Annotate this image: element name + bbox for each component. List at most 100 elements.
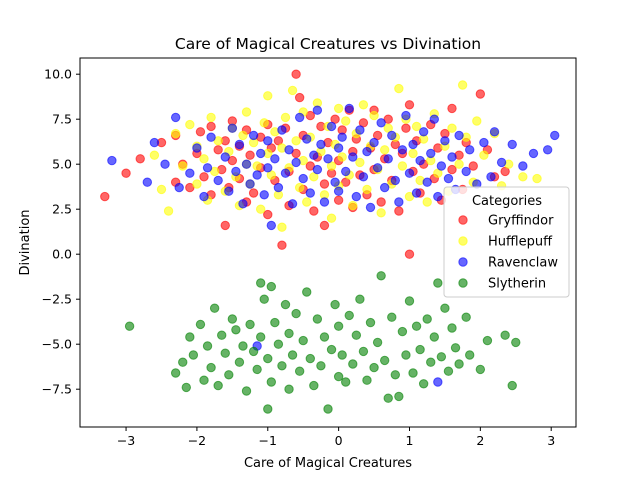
point-slytherin-11 [213, 380, 223, 391]
point-slytherin-35 [284, 384, 294, 394]
point-hufflepuff-33 [280, 112, 291, 123]
point-hufflepuff-69 [397, 161, 408, 171]
point-slytherin-1 [170, 368, 181, 378]
point-ravenclaw-66 [401, 110, 411, 121]
point-hufflepuff-3 [170, 128, 181, 139]
y-tick-label: 2.5 [52, 202, 72, 217]
y-tick-label: −5.0 [42, 337, 72, 352]
point-hufflepuff-24 [255, 204, 266, 214]
point-slytherin-53 [344, 310, 354, 321]
point-slytherin-58 [362, 375, 372, 385]
point-gryffindor-25 [248, 188, 259, 198]
point-slytherin-87 [475, 364, 486, 375]
point-ravenclaw-9 [202, 163, 213, 173]
point-gryffindor-37 [291, 69, 301, 79]
point-ravenclaw-48 [337, 132, 347, 142]
point-ravenclaw-40 [312, 164, 323, 175]
point-hufflepuff-35 [287, 85, 298, 96]
point-slytherin-73 [415, 344, 425, 355]
point-slytherin-40 [302, 287, 312, 297]
point-slytherin-44 [316, 361, 326, 371]
point-ravenclaw-7 [192, 143, 202, 153]
point-gryffindor-39 [294, 92, 305, 103]
y-tick-label: 7.5 [52, 112, 72, 127]
point-slytherin-52 [341, 377, 351, 387]
point-slytherin-67 [394, 391, 404, 402]
point-ravenclaw-20 [248, 130, 259, 141]
point-ravenclaw-62 [387, 130, 397, 141]
point-slytherin-20 [245, 319, 255, 330]
point-gryffindor-44 [309, 206, 319, 216]
point-ravenclaw-57 [369, 137, 379, 148]
point-gryffindor-33 [277, 240, 287, 250]
x-axis-label: Care of Magical Creatures [244, 456, 412, 471]
point-ravenclaw-13 [224, 186, 234, 196]
point-gryffindor-67 [376, 197, 386, 207]
point-ravenclaw-65 [397, 145, 408, 155]
y-tick-label: 5.0 [52, 157, 72, 172]
point-ravenclaw-68 [408, 139, 418, 150]
point-slytherin-38 [294, 366, 305, 376]
point-ravenclaw-35 [298, 173, 308, 184]
point-hufflepuff-82 [447, 123, 457, 133]
legend-label-slytherin: Slytherin [488, 277, 546, 292]
point-ravenclaw-29 [277, 125, 287, 135]
point-ravenclaw-75 [433, 191, 443, 202]
point-slytherin-79 [436, 352, 447, 362]
point-slytherin-36 [287, 350, 298, 360]
point-hufflepuff-23 [252, 161, 262, 171]
point-slytherin-25 [259, 294, 269, 304]
point-ravenclaw-31 [284, 145, 294, 155]
point-ravenclaw-63 [390, 175, 401, 186]
point-slytherin-32 [277, 361, 287, 371]
point-ravenclaw-49 [341, 166, 351, 177]
point-ravenclaw-12 [220, 152, 230, 162]
point-ravenclaw-24 [263, 136, 273, 146]
point-hufflepuff-37 [294, 182, 305, 193]
point-slytherin-49 [333, 371, 344, 382]
axes-frame [79, 57, 577, 428]
point-ravenclaw-2 [149, 137, 160, 148]
point-hufflepuff-50 [333, 103, 344, 114]
point-ravenclaw-83 [465, 145, 475, 155]
point-slytherin-12 [217, 330, 227, 340]
point-hufflepuff-32 [277, 222, 287, 232]
point-gryffindor-24 [245, 150, 255, 160]
point-hufflepuff-2 [163, 206, 174, 216]
point-ravenclaw-81 [454, 130, 464, 141]
point-ravenclaw-74 [429, 114, 439, 124]
point-slytherin-9 [206, 362, 216, 373]
legend-entries: Gryffindor Hufflepuff Ravenclaw Slytherin [458, 214, 558, 292]
point-ravenclaw-15 [231, 166, 241, 177]
point-hufflepuff-18 [238, 130, 248, 141]
series-slytherin [124, 271, 521, 414]
legend-label-hufflepuff: Hufflepuff [488, 235, 553, 250]
point-slytherin-88 [482, 335, 493, 346]
point-hufflepuff-5 [185, 119, 195, 130]
point-ravenclaw-36 [302, 134, 312, 144]
point-gryffindor-0 [100, 191, 110, 202]
point-slytherin-75 [422, 314, 432, 324]
x-tick-label: −2 [188, 433, 206, 448]
point-slytherin-69 [401, 350, 411, 360]
point-hufflepuff-8 [199, 154, 209, 164]
point-ravenclaw-71 [418, 127, 429, 137]
point-gryffindor-86 [447, 164, 457, 175]
point-ravenclaw-21 [252, 170, 262, 180]
x-tick-label: 3 [547, 433, 555, 448]
y-axis-label: Divination [18, 209, 33, 275]
point-ravenclaw-87 [489, 127, 500, 137]
point-hufflepuff-0 [149, 150, 160, 160]
point-gryffindor-10 [199, 172, 209, 182]
point-slytherin-71 [408, 368, 418, 378]
point-ravenclaw-88 [496, 157, 507, 168]
point-ravenclaw-95 [433, 377, 443, 387]
point-ravenclaw-73 [426, 148, 436, 159]
point-ravenclaw-8 [199, 191, 209, 202]
point-slytherin-0 [124, 321, 135, 331]
point-hufflepuff-63 [376, 208, 386, 218]
point-slytherin-77 [429, 332, 439, 342]
point-hufflepuff-87 [472, 116, 482, 126]
point-hufflepuff-27 [263, 91, 273, 101]
